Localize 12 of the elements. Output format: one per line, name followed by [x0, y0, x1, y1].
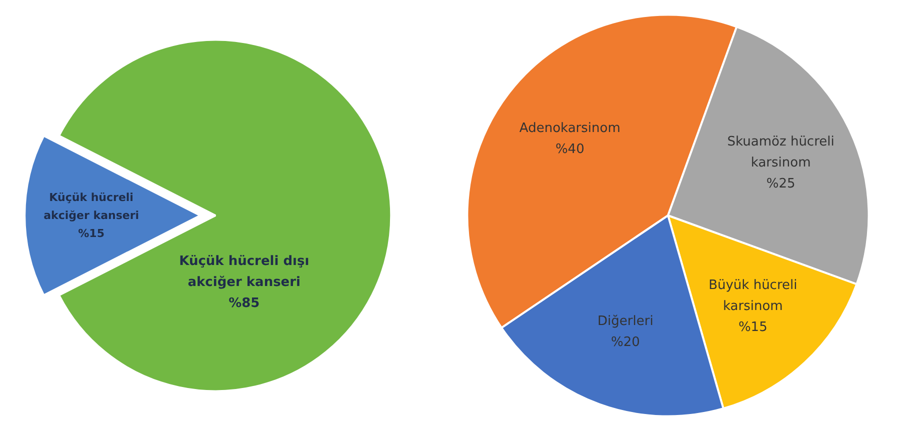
data-label: %20 [610, 335, 640, 350]
data-label: %85 [228, 296, 260, 311]
slice-label: Skuamöz hücreli karsinom [727, 134, 834, 171]
slice-label: Küçük hücreli dışı akciğer kanseri [179, 254, 310, 290]
data-label: %15 [738, 320, 768, 335]
slice-label: Küçük hücreli akciğer kanseri [44, 190, 140, 222]
slice-label: Adenokarsinom [519, 121, 620, 136]
data-label: %40 [555, 142, 584, 158]
data-label: %15 [78, 227, 105, 240]
slice-label: Diğerleri [598, 314, 654, 330]
slice-label: Büyük hücreli karsinom [708, 278, 798, 314]
data-label: %25 [766, 176, 796, 192]
